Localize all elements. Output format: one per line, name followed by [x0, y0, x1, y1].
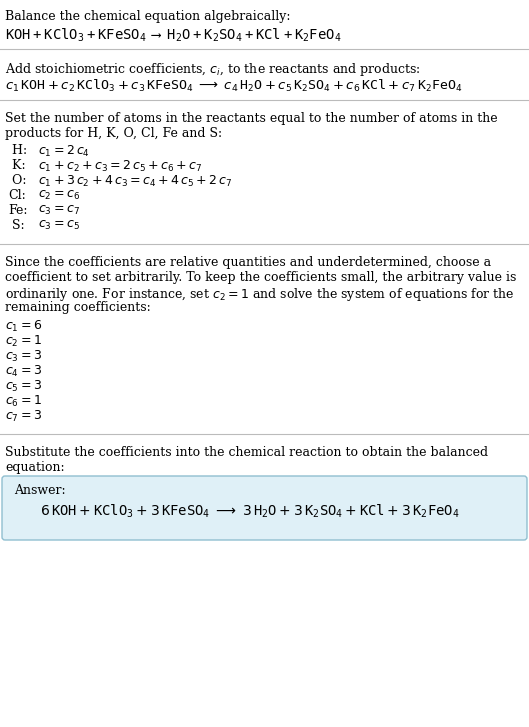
- Text: O:: O:: [8, 174, 26, 187]
- Text: $c_4 = 3$: $c_4 = 3$: [5, 364, 42, 379]
- Text: S:: S:: [8, 219, 25, 232]
- Text: Cl:: Cl:: [8, 189, 26, 202]
- Text: Substitute the coefficients into the chemical reaction to obtain the balanced: Substitute the coefficients into the che…: [5, 446, 488, 459]
- Text: $c_3 = c_5$: $c_3 = c_5$: [38, 219, 80, 232]
- Text: $c_1 + c_2 + c_3 = 2\,c_5 + c_6 + c_7$: $c_1 + c_2 + c_3 = 2\,c_5 + c_6 + c_7$: [38, 159, 203, 174]
- Text: $\mathtt{KOH + KClO_3 + KFeSO_4 \;\longrightarrow\; H_2O + K_2SO_4 + KCl + K_2Fe: $\mathtt{KOH + KClO_3 + KFeSO_4 \;\longr…: [5, 27, 341, 44]
- Text: Answer:: Answer:: [14, 484, 66, 497]
- Text: $c_6 = 1$: $c_6 = 1$: [5, 394, 42, 409]
- Text: Fe:: Fe:: [8, 204, 28, 217]
- Text: products for H, K, O, Cl, Fe and S:: products for H, K, O, Cl, Fe and S:: [5, 127, 222, 140]
- Text: ordinarily one. For instance, set $c_2 = 1$ and solve the system of equations fo: ordinarily one. For instance, set $c_2 =…: [5, 286, 515, 303]
- Text: $c_5 = 3$: $c_5 = 3$: [5, 379, 42, 394]
- Text: $c_2 = c_6$: $c_2 = c_6$: [38, 189, 80, 202]
- Text: $c_1 = 6$: $c_1 = 6$: [5, 319, 42, 334]
- Text: Set the number of atoms in the reactants equal to the number of atoms in the: Set the number of atoms in the reactants…: [5, 112, 498, 125]
- Text: $c_1 = 2\,c_4$: $c_1 = 2\,c_4$: [38, 144, 90, 159]
- FancyBboxPatch shape: [2, 476, 527, 540]
- Text: $c_2 = 1$: $c_2 = 1$: [5, 334, 42, 349]
- Text: $c_7 = 3$: $c_7 = 3$: [5, 409, 42, 424]
- Text: $c_3 = c_7$: $c_3 = c_7$: [38, 204, 80, 217]
- Text: Add stoichiometric coefficients, $c_i$, to the reactants and products:: Add stoichiometric coefficients, $c_i$, …: [5, 61, 421, 78]
- Text: $c_1\,\mathtt{KOH} + c_2\,\mathtt{KClO_3} + c_3\,\mathtt{KFeSO_4} \;\longrightar: $c_1\,\mathtt{KOH} + c_2\,\mathtt{KClO_3…: [5, 78, 462, 94]
- Text: $6\,\mathtt{KOH} + \mathtt{KClO_3} + 3\,\mathtt{KFeSO_4} \;\longrightarrow\; 3\,: $6\,\mathtt{KOH} + \mathtt{KClO_3} + 3\,…: [40, 503, 460, 521]
- Text: coefficient to set arbitrarily. To keep the coefficients small, the arbitrary va: coefficient to set arbitrarily. To keep …: [5, 271, 516, 284]
- Text: $c_3 = 3$: $c_3 = 3$: [5, 349, 42, 364]
- Text: K:: K:: [8, 159, 25, 172]
- Text: H:: H:: [8, 144, 27, 157]
- Text: $c_1 + 3\,c_2 + 4\,c_3 = c_4 + 4\,c_5 + 2\,c_7$: $c_1 + 3\,c_2 + 4\,c_3 = c_4 + 4\,c_5 + …: [38, 174, 232, 189]
- Text: Since the coefficients are relative quantities and underdetermined, choose a: Since the coefficients are relative quan…: [5, 256, 491, 269]
- Text: remaining coefficients:: remaining coefficients:: [5, 301, 151, 314]
- Text: Balance the chemical equation algebraically:: Balance the chemical equation algebraica…: [5, 10, 290, 23]
- Text: equation:: equation:: [5, 461, 65, 474]
